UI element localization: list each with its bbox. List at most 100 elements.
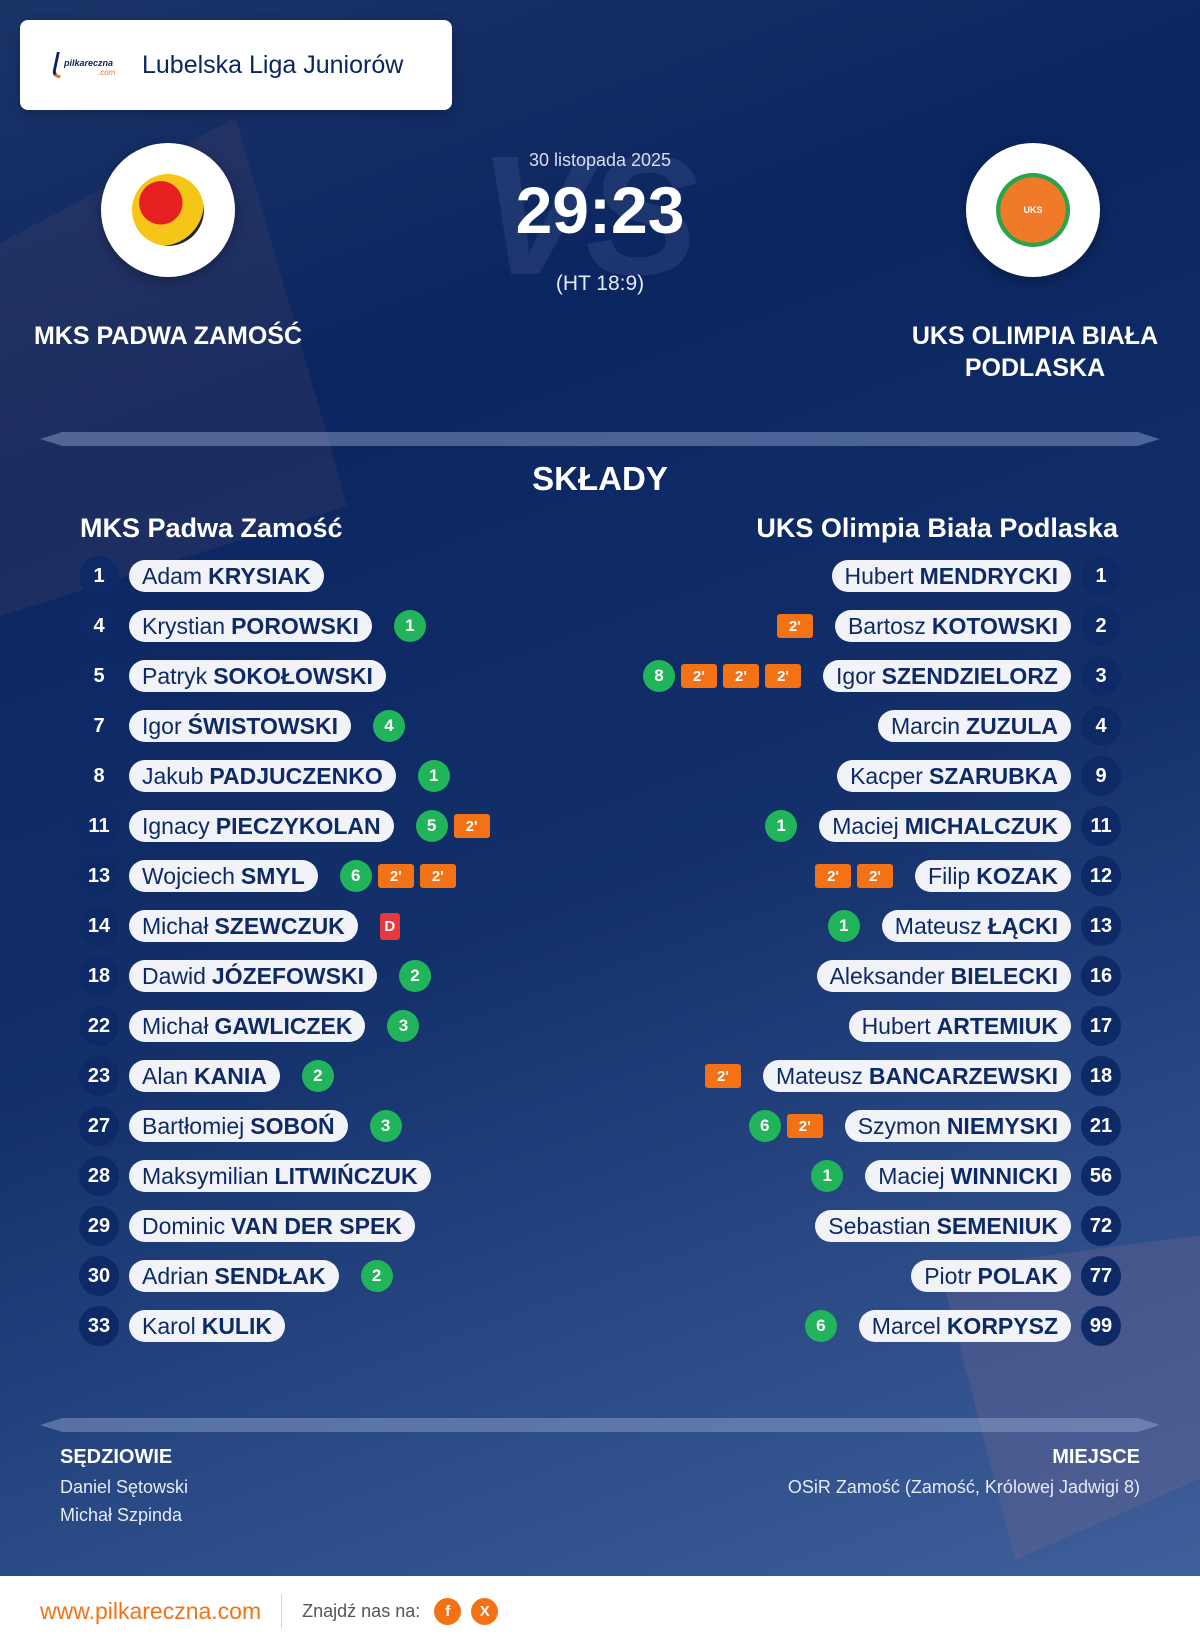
goals-badge: 6	[804, 1310, 837, 1342]
shirt-number: 17	[1081, 1006, 1121, 1046]
padwa-crest-icon	[132, 174, 204, 246]
footer-separator	[281, 1594, 283, 1628]
goals-badge: 5	[415, 810, 448, 842]
away-team-name: UKS OLIMPIA BIAŁA PODLASKA	[880, 320, 1190, 384]
player-name[interactable]: Krystian POROWSKI	[129, 610, 372, 642]
shirt-number: 27	[79, 1106, 119, 1146]
goals-badge: 6	[339, 860, 372, 892]
player-name[interactable]: Alan KANIA	[129, 1060, 280, 1092]
player-row: 28 Maksymilian LITWIŃCZUK	[79, 1156, 431, 1196]
website-link[interactable]: www.pilkareczna.com	[40, 1597, 262, 1624]
suspension-badge: 2'	[815, 864, 852, 888]
x-icon[interactable]: X	[471, 1597, 499, 1625]
player-row: 5 Patryk SOKOŁOWSKI	[79, 656, 386, 696]
brand-text: pilkareczna	[64, 58, 114, 68]
player-name[interactable]: Mateusz BANCARZEWSKI	[762, 1060, 1071, 1092]
player-first-name: Filip	[928, 862, 971, 889]
player-name[interactable]: Hubert ARTEMIUK	[848, 1010, 1071, 1042]
player-last-name: SMYL	[240, 862, 305, 889]
player-last-name: KORPYSZ	[946, 1312, 1058, 1339]
away-lineup-title: UKS Olimpia Biała Podlaska	[756, 513, 1118, 543]
facebook-icon[interactable]: f	[434, 1597, 462, 1625]
player-name[interactable]: Filip KOZAK	[915, 860, 1071, 892]
player-events: 1	[393, 610, 426, 642]
shirt-number: 1	[79, 556, 119, 596]
suspension-badge: 2'	[776, 614, 813, 638]
goals-badge: 1	[827, 910, 860, 942]
player-name[interactable]: Karol KULIK	[129, 1310, 285, 1342]
player-first-name: Karol	[142, 1312, 196, 1339]
player-row: 29 Dominic VAN DER SPEK	[79, 1206, 415, 1246]
player-events: 3	[369, 1110, 402, 1142]
player-last-name: VAN DER SPEK	[231, 1212, 402, 1239]
player-name[interactable]: Maciej MICHALCZUK	[819, 810, 1071, 842]
player-events: 6	[804, 1310, 837, 1342]
home-team-name: MKS PADWA ZAMOŚĆ	[33, 322, 303, 350]
away-team-name-line1: UKS OLIMPIA BIAŁA	[911, 322, 1159, 350]
goals-badge: 6	[748, 1110, 781, 1142]
player-name[interactable]: Igor ŚWISTOWSKI	[129, 710, 351, 742]
player-row: 23 Alan KANIA 2	[79, 1056, 334, 1096]
player-name[interactable]: Mateusz ŁĄCKI	[881, 910, 1071, 942]
player-name[interactable]: Patryk SOKOŁOWSKI	[129, 660, 386, 692]
player-first-name: Aleksander	[829, 962, 945, 989]
player-name[interactable]: Bartłomiej SOBOŃ	[129, 1110, 348, 1142]
player-first-name: Adrian	[142, 1262, 209, 1289]
shirt-number: 13	[79, 856, 119, 896]
player-name[interactable]: Piotr POLAK	[911, 1260, 1071, 1292]
player-name[interactable]: Igor SZENDZIELORZ	[823, 660, 1071, 692]
venue-name: OSiR Zamość (Zamość, Królowej Jadwigi 8)	[787, 1477, 1140, 1497]
player-name[interactable]: Michał SZEWCZUK	[129, 910, 358, 942]
player-last-name: POLAK	[977, 1262, 1059, 1289]
player-last-name: MENDRYCKI	[919, 562, 1058, 589]
player-first-name: Mateusz	[894, 912, 982, 939]
player-name[interactable]: Maksymilian LITWIŃCZUK	[129, 1160, 431, 1192]
player-name[interactable]: Sebastian SEMENIUK	[815, 1210, 1071, 1242]
shirt-number: 8	[79, 756, 119, 796]
player-name[interactable]: Maciej WINNICKI	[865, 1160, 1071, 1192]
player-name[interactable]: Adam KRYSIAK	[129, 560, 324, 592]
player-row: 14 Michał SZEWCZUK D	[79, 906, 400, 946]
shirt-number: 77	[1081, 1256, 1121, 1296]
suspension-badge: 2'	[377, 864, 414, 888]
player-name[interactable]: Michał GAWLICZEK	[129, 1010, 366, 1042]
olimpia-crest-icon: UKS	[996, 173, 1070, 247]
player-events: D	[379, 912, 400, 940]
player-name[interactable]: Bartosz KOTOWSKI	[834, 610, 1071, 642]
player-name[interactable]: Marcin ZUZULA	[878, 710, 1071, 742]
player-first-name: Mateusz	[775, 1062, 863, 1089]
player-name[interactable]: Szymon NIEMYSKI	[844, 1110, 1071, 1142]
player-first-name: Maciej	[878, 1162, 945, 1189]
player-last-name: ŚWISTOWSKI	[187, 712, 338, 739]
shirt-number: 30	[79, 1256, 119, 1296]
player-name[interactable]: Marcel KORPYSZ	[858, 1310, 1071, 1342]
player-name[interactable]: Kacper SZARUBKA	[837, 760, 1071, 792]
suspension-badge: 2'	[419, 864, 456, 888]
away-team-name-line2: PODLASKA	[964, 354, 1106, 382]
player-name[interactable]: Wojciech SMYL	[129, 860, 318, 892]
goals-badge: 2	[301, 1060, 334, 1092]
player-first-name: Sebastian	[828, 1212, 931, 1239]
shirt-number: 2	[1081, 606, 1121, 646]
player-first-name: Dominic	[142, 1212, 226, 1239]
pilkareczna-logo[interactable]: pilkareczna .com	[50, 50, 120, 80]
player-first-name: Hubert	[844, 562, 914, 589]
player-first-name: Maciej	[832, 812, 899, 839]
player-last-name: BANCARZEWSKI	[868, 1062, 1058, 1089]
player-name[interactable]: Dominic VAN DER SPEK	[129, 1210, 415, 1242]
player-row: 13 Wojciech SMYL 6 2' 2'	[79, 856, 456, 896]
shirt-number: 28	[79, 1156, 119, 1196]
player-name[interactable]: Jakub PADJUCZENKO	[129, 760, 396, 792]
shirt-number: 29	[79, 1206, 119, 1246]
player-name[interactable]: Dawid JÓZEFOWSKI	[129, 960, 377, 992]
player-row: 11 Ignacy PIECZYKOLAN 5 2'	[79, 806, 490, 846]
shirt-number: 1	[1081, 556, 1121, 596]
player-name[interactable]: Ignacy PIECZYKOLAN	[129, 810, 394, 842]
player-name[interactable]: Adrian SENDŁAK	[129, 1260, 339, 1292]
player-name[interactable]: Hubert MENDRYCKI	[831, 560, 1071, 592]
player-row: 6 2' Szymon NIEMYSKI 21	[748, 1106, 1121, 1146]
player-events: 2	[301, 1060, 334, 1092]
shirt-number: 4	[79, 606, 119, 646]
player-name[interactable]: Aleksander BIELECKI	[816, 960, 1071, 992]
divider	[40, 432, 1160, 446]
